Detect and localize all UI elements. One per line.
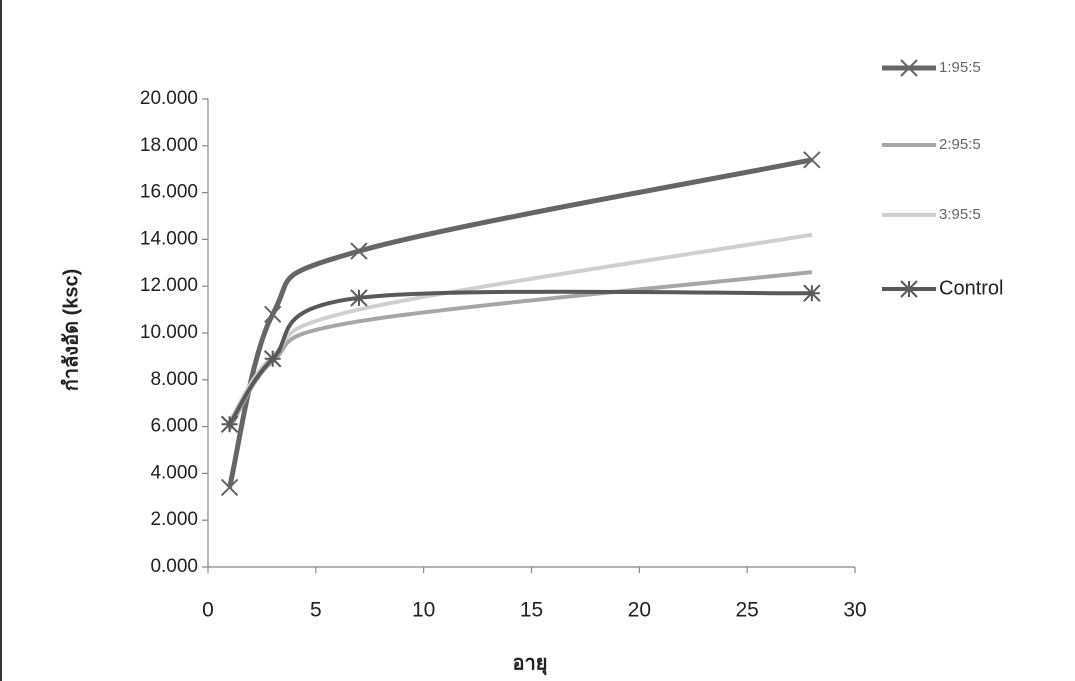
y-tick-label: 18.000 — [140, 135, 198, 156]
y-tick-label: 12.000 — [140, 275, 198, 296]
x-tick-label: 15 — [520, 599, 543, 622]
y-tick-label: 6.000 — [150, 416, 198, 437]
x-axis-title: อายุ — [513, 652, 548, 675]
marker — [803, 151, 821, 169]
x-tick-label: 0 — [202, 599, 214, 622]
x-tick-label: 30 — [843, 599, 866, 622]
marker — [220, 415, 239, 433]
y-tick-label: 0.000 — [150, 556, 198, 577]
marker — [803, 284, 821, 302]
y-tick-label: 8.000 — [150, 369, 198, 390]
y-tick-label: 14.000 — [140, 228, 198, 249]
y-tick-label: 4.000 — [150, 462, 198, 483]
marker — [350, 289, 368, 307]
y-axis-title: กำลังอัด (ksc) — [60, 269, 82, 392]
legend-marker — [900, 59, 918, 77]
legend-label: Control — [939, 277, 1003, 299]
legend-label: 3:95:5 — [939, 206, 981, 223]
y-tick-label: 20.000 — [140, 88, 198, 109]
legend-marker — [900, 280, 918, 298]
marker — [263, 350, 282, 368]
x-tick-label: 25 — [735, 599, 758, 622]
x-tick-label: 10 — [412, 599, 435, 622]
legend-label: 1:95:5 — [939, 59, 981, 76]
legend-label: 2:95:5 — [939, 136, 981, 153]
marker — [220, 478, 239, 497]
marker — [350, 242, 368, 260]
y-tick-label: 10.000 — [140, 322, 198, 343]
x-tick-label: 5 — [310, 599, 322, 622]
x-tick-label: 20 — [628, 599, 651, 622]
y-tick-label: 16.000 — [140, 182, 198, 203]
y-tick-label: 2.000 — [150, 509, 198, 530]
marker — [263, 305, 282, 323]
